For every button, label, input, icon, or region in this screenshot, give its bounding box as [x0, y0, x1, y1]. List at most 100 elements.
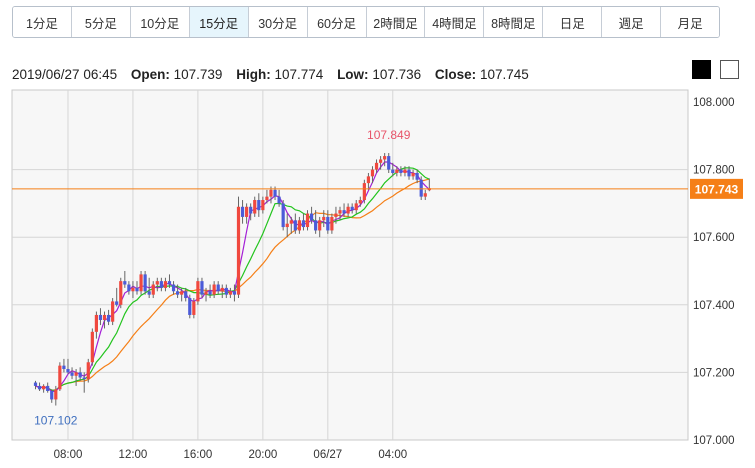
candle-body — [314, 220, 318, 231]
candle-body — [305, 213, 310, 228]
candle-body — [232, 291, 237, 295]
y-tick-label: 107.800 — [693, 165, 735, 177]
candle-body — [66, 369, 70, 373]
candle-body — [261, 200, 265, 211]
timeframe-tab-4[interactable]: 30分足 — [248, 7, 308, 37]
low-label: Low: — [337, 67, 369, 82]
candle-body — [281, 203, 285, 228]
candle-body — [212, 284, 216, 295]
candle-body — [415, 172, 419, 180]
candle-body — [309, 213, 314, 221]
candle-body — [354, 203, 358, 211]
candle-body — [391, 169, 395, 173]
candle-body — [74, 372, 78, 376]
low-annotation: 107.102 — [34, 414, 78, 428]
close-value: 107.745 — [479, 67, 529, 82]
candle-body — [395, 169, 399, 173]
candle-body — [58, 365, 62, 390]
candle-body — [350, 206, 354, 211]
candle-body — [106, 314, 111, 322]
timeframe-tab-8[interactable]: 8時間足 — [484, 7, 544, 37]
candle-body — [326, 216, 330, 231]
candle-body — [342, 210, 346, 214]
candle-body — [362, 183, 366, 201]
candle-body — [147, 291, 151, 295]
black-background-button[interactable] — [692, 60, 711, 79]
candle-body — [94, 314, 98, 332]
timeframe-tab-6[interactable]: 2時間足 — [366, 7, 426, 37]
timeframe-tab-5[interactable]: 60分足 — [307, 7, 367, 37]
candle-body — [42, 385, 46, 390]
candle-body — [143, 274, 147, 292]
white-background-button[interactable] — [720, 60, 739, 79]
candle-body — [240, 206, 245, 217]
candle-body — [297, 220, 301, 231]
candle-body — [50, 390, 54, 400]
timeframe-tab-3[interactable]: 15分足 — [189, 7, 249, 37]
candle-body — [123, 281, 127, 285]
candle-body — [224, 287, 228, 295]
candle-body — [54, 389, 58, 400]
candle-body — [204, 291, 208, 295]
ma-short-line — [35, 161, 430, 392]
candle-body — [151, 284, 155, 295]
candle-body — [383, 156, 387, 160]
x-tick-label: 08:00 — [54, 449, 83, 461]
candle-body — [33, 382, 38, 386]
y-tick-label: 107.600 — [693, 232, 735, 244]
candle-body — [301, 220, 306, 228]
candle-body — [285, 223, 289, 228]
ma-mid-line — [35, 167, 430, 391]
candle-body — [135, 287, 139, 292]
candle-body — [403, 169, 407, 173]
timeframe-tab-1[interactable]: 5分足 — [71, 7, 131, 37]
timeframe-tab-2[interactable]: 10分足 — [130, 7, 190, 37]
candle-body — [62, 365, 66, 370]
candle-body — [423, 193, 427, 197]
candle-body — [370, 169, 375, 177]
timeframe-tab-10[interactable]: 週足 — [602, 7, 662, 37]
candle-body — [289, 220, 293, 224]
candle-body — [78, 372, 82, 378]
candle-body — [176, 291, 180, 295]
candle-body — [90, 331, 94, 363]
current-price-badge — [690, 178, 743, 199]
candle-body — [374, 162, 379, 170]
candle-body — [70, 372, 74, 376]
candle-body — [200, 281, 204, 295]
candle-body — [167, 281, 172, 285]
x-tick-label: 20:00 — [248, 449, 277, 461]
high-label: High: — [236, 67, 271, 82]
candle-body — [180, 291, 184, 295]
candle-body — [387, 156, 391, 170]
candle-body — [257, 200, 261, 211]
y-tick-label: 107.400 — [693, 300, 735, 312]
candle-body — [171, 284, 176, 292]
high-annotation: 107.849 — [367, 128, 411, 142]
candle-body — [159, 281, 163, 288]
candle-body — [82, 377, 86, 380]
close-label: Close: — [434, 67, 477, 82]
candle-body — [358, 200, 362, 204]
y-tick-label: 107.200 — [693, 367, 735, 379]
candle-body — [196, 281, 200, 302]
candle-body — [208, 291, 212, 295]
timeframe-tab-0[interactable]: 1分足 — [13, 7, 72, 37]
candle-body — [155, 281, 159, 285]
candle-body — [86, 362, 90, 380]
candle-body — [407, 169, 411, 177]
current-price-label: 107.743 — [695, 182, 739, 196]
candle-body — [249, 206, 253, 214]
x-tick-label: 16:00 — [184, 449, 213, 461]
y-tick-label: 108.000 — [693, 97, 735, 109]
candle-body — [216, 284, 220, 292]
candle-body — [127, 284, 131, 292]
timeframe-tab-9[interactable]: 日足 — [543, 7, 603, 37]
candle-body — [37, 385, 42, 390]
timeframe-tab-11[interactable]: 月足 — [661, 7, 719, 37]
candle-body — [411, 172, 415, 177]
timeframe-tab-7[interactable]: 4時間足 — [425, 7, 485, 37]
candle-body — [131, 287, 135, 292]
candle-body — [330, 216, 334, 231]
